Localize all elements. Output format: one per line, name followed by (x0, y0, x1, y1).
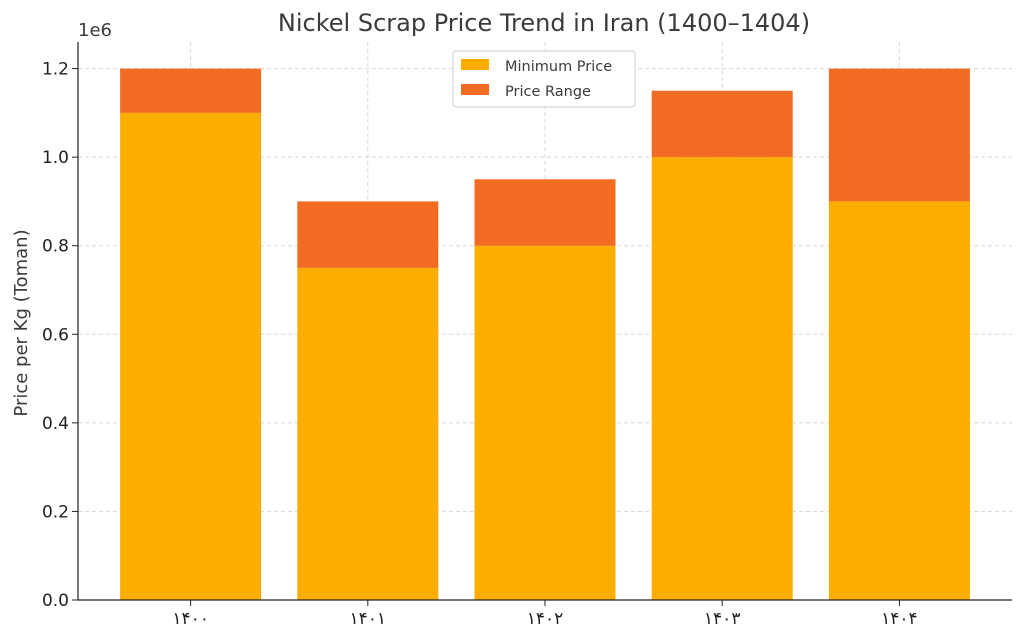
legend-box (452, 50, 636, 108)
y-tick-label: 0.4 (42, 414, 69, 434)
bar-price-range-4 (828, 68, 970, 202)
legend: Minimum Price Price Range (452, 50, 636, 108)
x-tick-label: ۱۴۰۲ (527, 609, 564, 629)
x-tick-label: ۱۴۰۰ (172, 609, 209, 629)
legend-swatch-price-range (461, 84, 489, 95)
tick-labels-layer: 0.0 0.2 0.4 0.6 0.8 1.0 1.2 ۱۴۰۰ ۱۴۰۱ ۱۴۰۲ ۱۴۰۳ ۱۴۰… (42, 60, 918, 629)
bar-price-range-1 (297, 201, 439, 268)
bar-minimum-price-0 (120, 112, 262, 600)
x-tick-label: ۱۴۰۱ (350, 609, 387, 629)
bar-minimum-price-4 (828, 201, 970, 600)
bar-minimum-price-2 (474, 245, 616, 600)
x-tick-label: ۱۴۰۴ (881, 609, 918, 629)
y-axis-label: Price per Kg (Toman) (11, 229, 32, 416)
bar-minimum-price-1 (297, 267, 439, 600)
chart-title: Nickel Scrap Price Trend in Iran (1400–1… (278, 9, 810, 37)
legend-swatch-minimum-price (461, 59, 489, 70)
x-tick-label: ۱۴۰۳ (704, 609, 741, 629)
bar-price-range-3 (651, 90, 793, 158)
bar-price-range-2 (474, 179, 616, 246)
legend-label-price-range: Price Range (505, 84, 591, 100)
y-tick-label: 1.0 (42, 148, 69, 168)
y-tick-label: 0.0 (42, 591, 69, 611)
bars-layer (120, 68, 970, 600)
y-tick-label: 0.8 (42, 237, 69, 257)
legend-label-minimum-price: Minimum Price (505, 59, 612, 75)
y-tick-label: 0.2 (42, 502, 69, 522)
bar-price-range-0 (120, 68, 262, 113)
axes-layer (72, 42, 1012, 606)
bar-minimum-price-3 (651, 157, 793, 600)
y-multiplier-label: 1e6 (78, 20, 112, 41)
y-tick-label: 1.2 (42, 60, 69, 80)
y-tick-label: 0.6 (42, 325, 69, 345)
